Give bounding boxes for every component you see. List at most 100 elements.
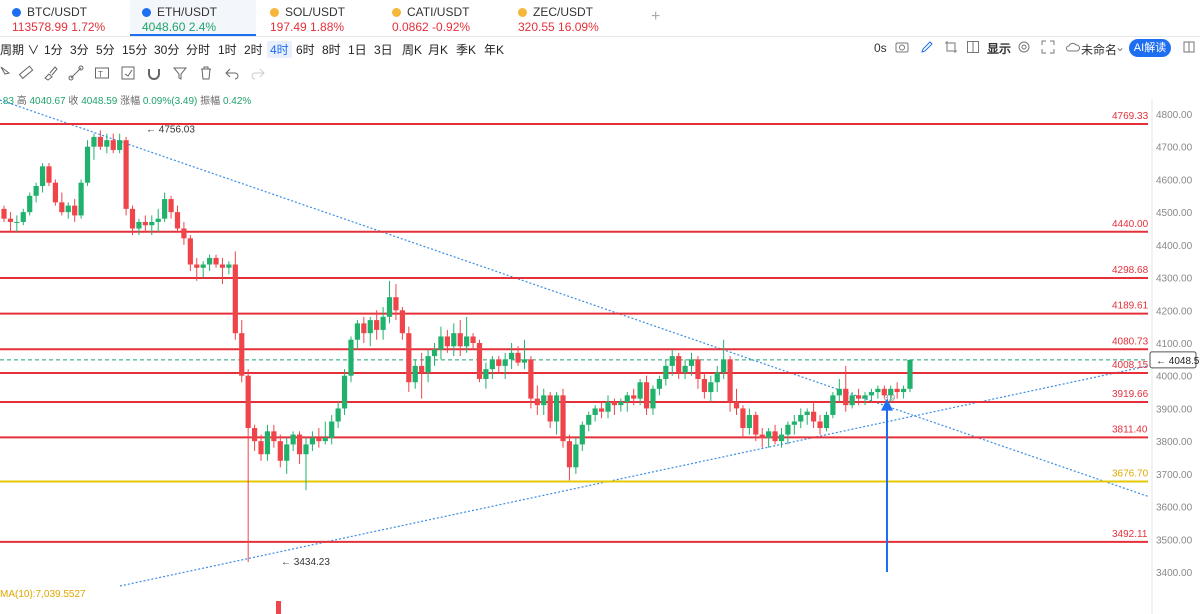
timeframe-1[interactable]: 1分 [44,43,63,57]
level-label: 4440.00 [1112,219,1149,230]
candle-body [573,444,579,468]
timeframe-14[interactable]: 周K [402,43,423,57]
y-tick-label: 4200.00 [1156,306,1193,317]
candle-body [843,388,849,406]
arrow-head [881,398,893,411]
add-tab-button[interactable]: + [651,8,661,25]
filter-icon[interactable] [172,65,188,84]
candle-body [766,431,772,438]
candle-body [335,408,341,422]
timeframe-6[interactable]: 分时 [186,43,211,57]
brush-icon[interactable] [43,65,59,84]
timeframe-13[interactable]: 3日 [374,43,393,57]
tab-symbol-text: SOL/USDT [285,5,346,19]
candle-body [631,395,637,399]
candle-body [213,257,219,265]
ai-analysis-button[interactable]: AI解读 [1129,39,1171,57]
candle-body [695,359,701,379]
timeframe-8[interactable]: 2时 [244,43,263,57]
ruler-icon[interactable] [18,65,34,84]
note-icon[interactable] [120,65,136,84]
timeframe-0[interactable]: 周期 ∨ [0,43,40,57]
y-tick-label: 4800.00 [1156,110,1193,121]
y-tick-label: 3600.00 [1156,503,1193,514]
cursor-icon[interactable] [0,65,12,84]
low-marker: ← 3434.23 [281,557,330,568]
tab-zec[interactable]: ZEC/USDT 320.55 16.09% [506,0,632,36]
candle-body [907,359,913,389]
coin-icon [518,8,527,17]
candle-body [855,395,862,399]
candle-body [354,323,361,340]
candle-body [521,359,528,363]
magnet-icon[interactable] [146,65,162,84]
level-label: 3919.66 [1112,389,1149,400]
timeframe-12[interactable]: 1日 [348,43,367,57]
coin-icon [392,8,401,17]
candle-body [232,264,238,334]
timeframe-17[interactable]: 年K [484,43,505,57]
layout-icon[interactable] [966,40,980,57]
tab-price-value: 320.55 [518,20,555,34]
tab-price-value: 4048.60 [142,20,186,34]
trend-label: 3,9 [884,393,896,402]
timeframe-4[interactable]: 15分 [122,43,148,57]
y-tick-label: 4000.00 [1156,372,1193,383]
trash-icon[interactable] [198,65,214,84]
timeframe-9[interactable]: 4时 [267,41,292,58]
text-tool-icon[interactable]: T [94,65,110,84]
timeframe-16[interactable]: 季K [456,43,477,57]
candle-body [27,195,33,213]
timeframe-7[interactable]: 1时 [218,43,237,57]
candle-body [753,414,759,435]
timeframe-3[interactable]: 5分 [96,43,115,57]
tab-change-value: -0.92% [432,20,471,34]
candle-body [823,414,830,429]
candle-body [566,441,573,468]
candle-body [290,434,296,445]
candle-body [406,333,412,383]
candle-body [425,356,431,373]
crop-icon[interactable] [944,40,958,57]
timeframe-5[interactable]: 30分 [154,43,180,57]
candle-body [226,264,232,268]
candle-body [14,221,20,223]
fullscreen-icon[interactable] [1041,40,1055,57]
candle-body [605,401,611,412]
level-label: 4080.73 [1112,336,1149,347]
more-icon[interactable] [1183,40,1195,57]
layout-name[interactable]: 未命名 [1081,43,1118,57]
y-tick-label: 4100.00 [1156,339,1193,350]
undo-icon[interactable] [224,65,240,84]
y-tick-label: 4700.00 [1156,143,1193,154]
candle-body [496,359,502,366]
tab-sol[interactable]: SOL/USDT 197.49 1.88% [258,0,378,36]
ohlc-close-label: 收 [68,96,79,107]
pencil-icon[interactable] [920,40,934,57]
candle-body [129,208,136,229]
line-tool-icon[interactable] [68,65,84,84]
tab-btc[interactable]: BTC/USDT 113578.99 1.72% [0,0,128,36]
candle-body [669,356,675,366]
display-menu[interactable]: 显示 [987,42,1012,56]
candle-body [817,421,823,429]
volume-bar [276,601,281,614]
camera-icon[interactable] [895,40,909,57]
ohlc-readout: .83 高 4040.67 收 4048.59 涨幅 0.09%(3.49) 振… [0,92,251,107]
candle-body [740,408,746,429]
chevron-down-icon[interactable]: ⌄ [1115,40,1126,54]
candle-body [464,336,470,347]
settings-icon[interactable] [1017,40,1031,57]
tab-cati[interactable]: CATI/USDT 0.0862 -0.92% [380,0,504,36]
level-label: 3811.40 [1112,424,1148,435]
candle-body [688,359,695,366]
candle-body [586,414,592,425]
timeframe-2[interactable]: 3分 [70,43,89,57]
tab-symbol-text: BTC/USDT [27,5,87,19]
ohlc-change: 0.09%(3.49) [142,96,198,107]
timeframe-15[interactable]: 月K [428,43,449,57]
tab-eth[interactable]: ETH/USDT 4048.60 2.4% [130,0,256,36]
timeframe-11[interactable]: 8时 [322,43,341,57]
redo-icon[interactable] [250,65,266,84]
timeframe-10[interactable]: 6时 [296,43,315,57]
